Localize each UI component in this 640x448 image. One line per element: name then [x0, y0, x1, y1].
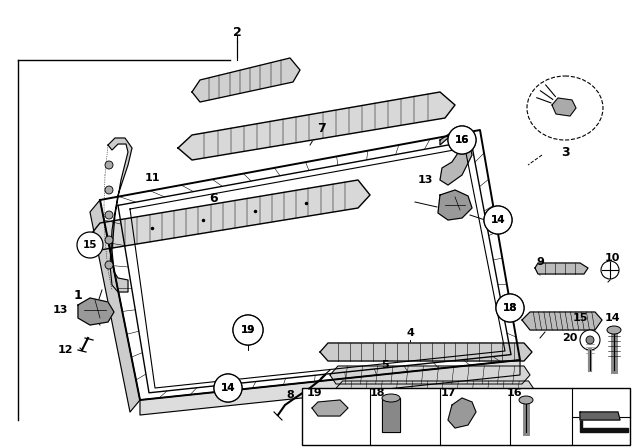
- Circle shape: [448, 126, 476, 154]
- Polygon shape: [320, 343, 532, 361]
- Circle shape: [496, 294, 524, 322]
- Text: 11: 11: [144, 173, 160, 183]
- Text: 19: 19: [307, 388, 323, 398]
- Circle shape: [601, 261, 619, 279]
- Text: 15: 15: [572, 313, 588, 323]
- Polygon shape: [335, 381, 534, 399]
- Text: 16: 16: [507, 388, 523, 398]
- Circle shape: [214, 374, 242, 402]
- Ellipse shape: [607, 326, 621, 334]
- Ellipse shape: [519, 396, 533, 404]
- Text: 14: 14: [221, 383, 236, 393]
- Circle shape: [484, 206, 512, 234]
- Text: 9: 9: [536, 257, 544, 267]
- Text: 13: 13: [52, 305, 68, 315]
- Text: 14: 14: [221, 383, 236, 393]
- Ellipse shape: [105, 211, 113, 219]
- Text: 18: 18: [503, 303, 517, 313]
- Circle shape: [580, 330, 600, 350]
- Text: 12: 12: [57, 345, 73, 355]
- Text: 14: 14: [491, 215, 506, 225]
- Ellipse shape: [105, 261, 113, 269]
- Polygon shape: [552, 98, 576, 116]
- Circle shape: [214, 374, 242, 402]
- Polygon shape: [90, 200, 140, 412]
- Ellipse shape: [105, 236, 113, 244]
- Circle shape: [496, 294, 524, 322]
- Text: 00250584: 00250584: [544, 438, 586, 447]
- Circle shape: [233, 315, 263, 345]
- Text: 2: 2: [232, 26, 241, 39]
- Polygon shape: [448, 398, 476, 428]
- Polygon shape: [580, 420, 628, 432]
- Text: 5: 5: [381, 360, 389, 370]
- Text: 13: 13: [417, 175, 433, 185]
- Text: 19: 19: [241, 325, 255, 335]
- Text: 6: 6: [210, 191, 218, 204]
- Polygon shape: [78, 298, 114, 325]
- Text: 18: 18: [503, 303, 517, 313]
- Polygon shape: [192, 58, 300, 102]
- Text: 1: 1: [74, 289, 83, 302]
- Text: 16: 16: [455, 135, 469, 145]
- Polygon shape: [535, 263, 588, 274]
- Ellipse shape: [105, 161, 113, 169]
- Circle shape: [77, 232, 103, 258]
- Circle shape: [233, 315, 263, 345]
- Text: 14: 14: [604, 313, 620, 323]
- Circle shape: [484, 206, 512, 234]
- Polygon shape: [140, 360, 520, 415]
- Polygon shape: [440, 130, 472, 185]
- Text: 20: 20: [563, 333, 578, 343]
- Polygon shape: [580, 412, 620, 420]
- Polygon shape: [522, 312, 602, 330]
- Circle shape: [586, 336, 594, 344]
- Ellipse shape: [382, 394, 400, 402]
- Text: 18: 18: [369, 388, 385, 398]
- Text: 4: 4: [406, 328, 414, 338]
- Ellipse shape: [105, 186, 113, 194]
- Polygon shape: [382, 398, 400, 432]
- Polygon shape: [438, 190, 472, 220]
- Text: 14: 14: [491, 215, 506, 225]
- FancyBboxPatch shape: [302, 388, 630, 445]
- Text: 15: 15: [83, 240, 97, 250]
- Text: 19: 19: [241, 325, 255, 335]
- Text: 17: 17: [440, 388, 456, 398]
- Text: 16: 16: [455, 135, 469, 145]
- Text: 7: 7: [317, 121, 326, 134]
- Text: 3: 3: [561, 146, 570, 159]
- Polygon shape: [330, 366, 530, 384]
- Text: 10: 10: [604, 253, 620, 263]
- Polygon shape: [178, 92, 455, 160]
- Polygon shape: [108, 138, 132, 292]
- Text: 8: 8: [286, 390, 294, 400]
- Ellipse shape: [527, 76, 603, 140]
- Polygon shape: [312, 400, 348, 416]
- Polygon shape: [339, 396, 539, 414]
- Polygon shape: [88, 180, 370, 250]
- Circle shape: [448, 126, 476, 154]
